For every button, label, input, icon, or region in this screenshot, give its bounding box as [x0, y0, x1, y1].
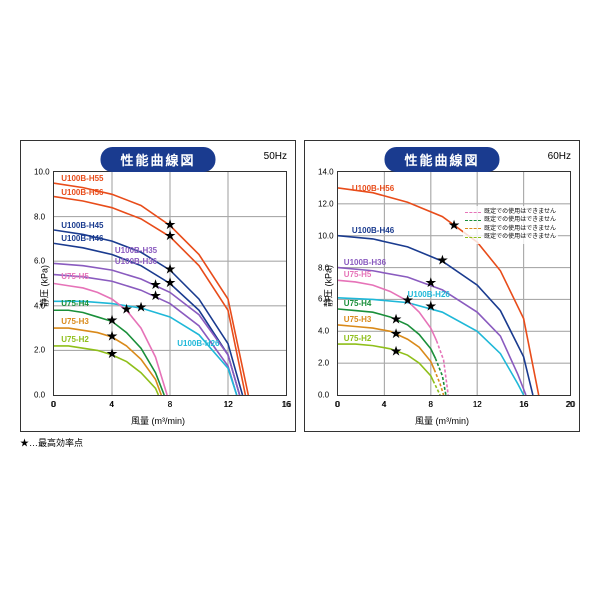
- y-tick: 14.0: [318, 168, 334, 177]
- y-tick: 0.0: [34, 391, 45, 400]
- series-label: U75-H2: [344, 334, 372, 343]
- x-tick: 12: [473, 400, 482, 409]
- y-tick: 6.0: [34, 257, 45, 266]
- series-label: U100B-H36: [344, 258, 386, 267]
- series-label: U75-H3: [61, 317, 89, 326]
- legend-note: 既定での使用はできません既定での使用はできません既定での使用はできません既定での…: [463, 206, 558, 244]
- y-tick: 8.0: [318, 263, 329, 272]
- hz-label: 50Hz: [264, 151, 287, 162]
- y-tick: 12.0: [318, 199, 334, 208]
- y-tick: 6.0: [318, 295, 329, 304]
- x-tick: 20: [567, 400, 576, 409]
- series-label: U100B-H46: [352, 226, 394, 235]
- svg-text:★: ★: [390, 326, 402, 341]
- svg-text:★: ★: [390, 344, 402, 359]
- x-axis-label: 風量 (m³/min): [131, 414, 185, 427]
- series-label: U75-H2: [61, 335, 89, 344]
- svg-text:★: ★: [164, 228, 176, 243]
- series-label: U100B-H36: [115, 257, 157, 266]
- x-tick: 0: [51, 400, 55, 409]
- svg-text:★: ★: [149, 288, 161, 303]
- chart-panel: 性能曲線図60Hz静圧 (kPa)風量 (m³/min)★★★★★★★★U100…: [304, 140, 580, 432]
- series-label: U100B-H56: [61, 188, 103, 197]
- svg-text:★: ★: [425, 299, 437, 314]
- series-label: U75-H3: [344, 315, 372, 324]
- chart-title: 性能曲線図: [100, 147, 215, 172]
- x-axis-label: 風量 (m³/min): [415, 414, 469, 427]
- x-tick: 4: [109, 400, 113, 409]
- y-tick: 8.0: [34, 212, 45, 221]
- svg-text:★: ★: [106, 329, 118, 344]
- plot-area: ★★★★★★★★U100B-H56U100B-H46U100B-H36U100B…: [337, 171, 571, 396]
- footnote: ★…最高効率点: [0, 436, 600, 449]
- x-tick: 8: [168, 400, 172, 409]
- svg-text:★: ★: [164, 275, 176, 290]
- series-label: U100B-H55: [61, 174, 103, 183]
- series-label: U100B-H46: [61, 234, 103, 243]
- svg-text:★: ★: [106, 346, 118, 361]
- series-label: U75-H4: [61, 299, 89, 308]
- svg-text:★: ★: [135, 300, 147, 315]
- x-tick: 16: [283, 400, 292, 409]
- y-tick: 0.0: [318, 391, 329, 400]
- y-tick: 4.0: [318, 327, 329, 336]
- y-tick: 10.0: [318, 231, 334, 240]
- page: 性能曲線図50Hz静圧 (kPa)風量 (m³/min)★★★★★★★★★★★U…: [0, 0, 600, 600]
- y-tick: 2.0: [318, 359, 329, 368]
- series-label: U100B-H35: [115, 246, 157, 255]
- svg-text:★: ★: [120, 302, 132, 317]
- x-tick: 8: [428, 400, 432, 409]
- y-tick: 4.0: [34, 301, 45, 310]
- x-tick: 12: [224, 400, 233, 409]
- x-tick: 4: [382, 400, 386, 409]
- chart-title: 性能曲線図: [384, 147, 499, 172]
- y-tick: 2.0: [34, 346, 45, 355]
- series-label: U100B-H26: [408, 290, 450, 299]
- svg-text:★: ★: [436, 253, 448, 268]
- series-label: U100B-H26: [177, 339, 219, 348]
- svg-text:★: ★: [390, 312, 402, 327]
- x-tick: 0: [335, 400, 339, 409]
- series-label: U100B-H56: [352, 184, 394, 193]
- y-tick: 10.0: [34, 168, 50, 177]
- series-label: U75-H5: [61, 272, 89, 281]
- series-label: U100B-H45: [61, 221, 103, 230]
- svg-text:★: ★: [106, 313, 118, 328]
- x-tick: 16: [520, 400, 529, 409]
- chart-panel: 性能曲線図50Hz静圧 (kPa)風量 (m³/min)★★★★★★★★★★★U…: [20, 140, 296, 432]
- series-label: U75-H4: [344, 299, 372, 308]
- hz-label: 60Hz: [548, 151, 571, 162]
- svg-text:★: ★: [448, 218, 460, 233]
- panels-row: 性能曲線図50Hz静圧 (kPa)風量 (m³/min)★★★★★★★★★★★U…: [0, 0, 600, 432]
- plot-area: ★★★★★★★★★★★U100B-H55U100B-H56U100B-H45U1…: [53, 171, 287, 396]
- svg-text:★: ★: [425, 275, 437, 290]
- series-label: U75-H5: [344, 270, 372, 279]
